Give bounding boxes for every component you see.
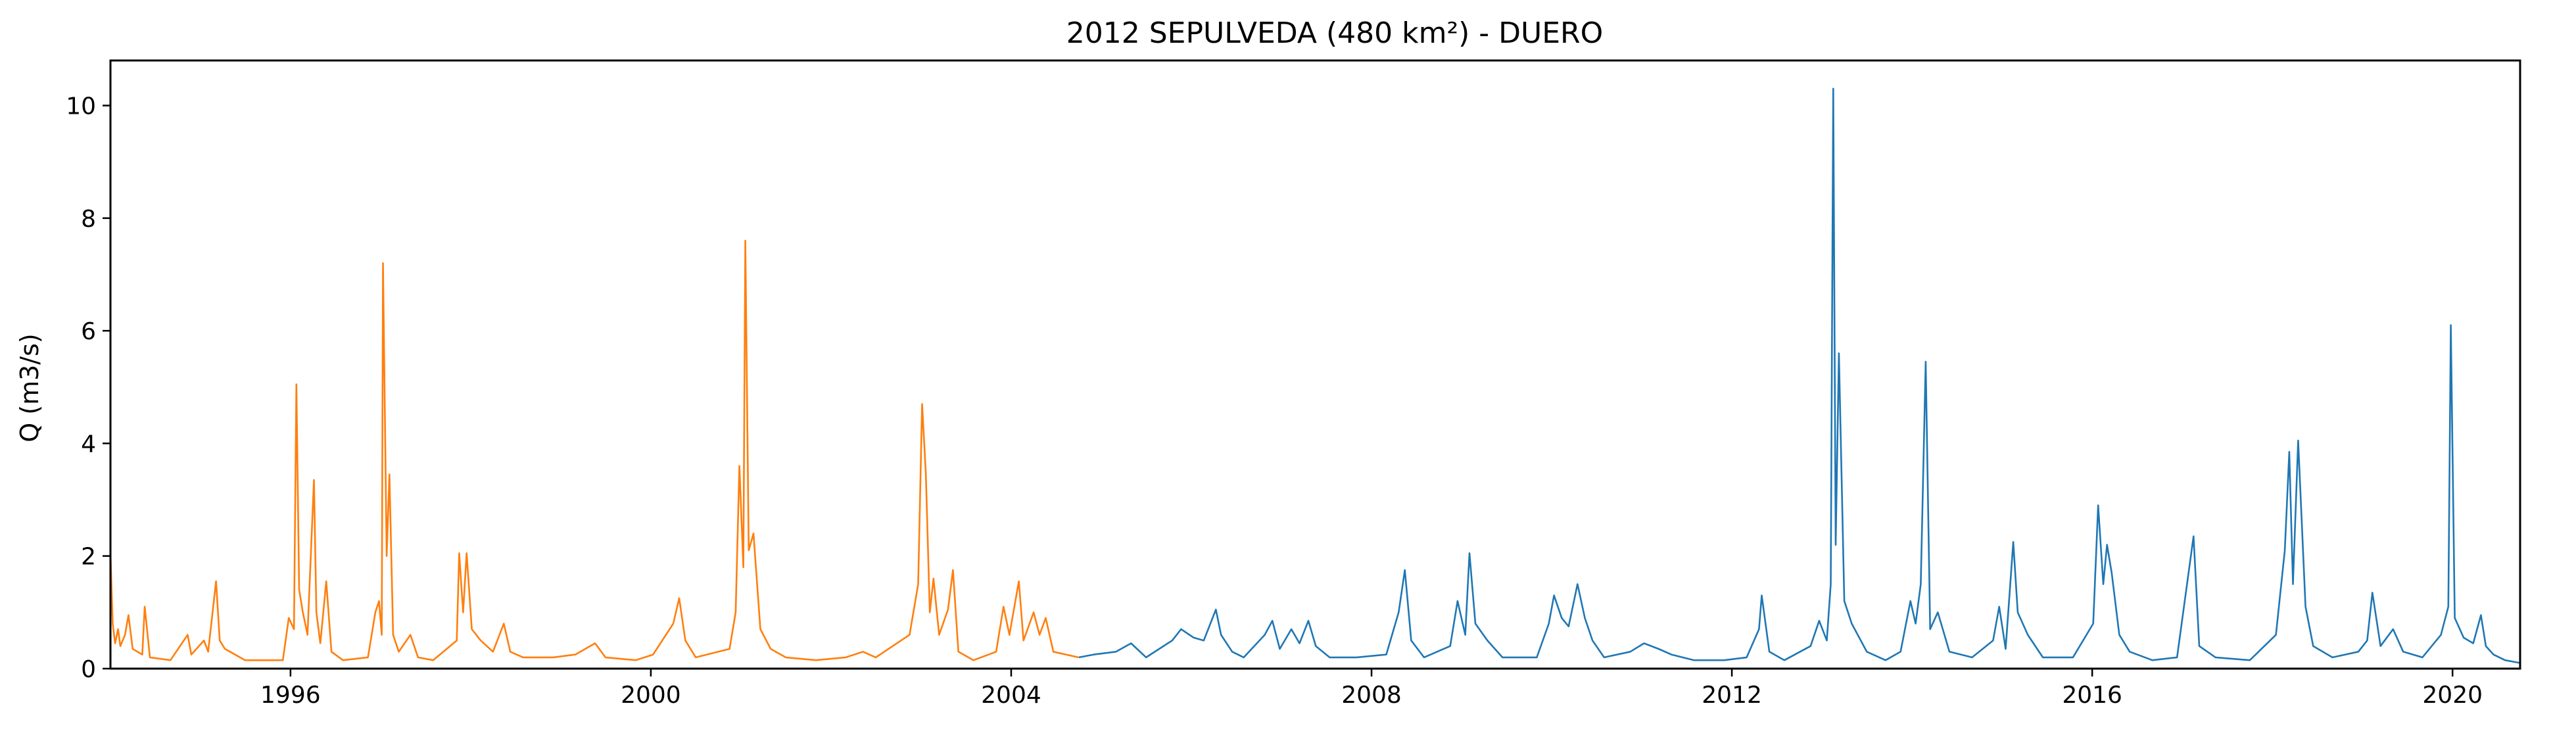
x-tick-label: 2016 [2062,682,2122,709]
series-line-2 [1078,87,2521,664]
y-axis-label: Q (m3/s) [15,333,44,442]
y-axis: 0 2 4 6 8 10 [66,93,110,683]
y-tick-label: 8 [81,206,96,233]
x-tick-label: 2012 [1702,682,1762,709]
y-tick-label: 4 [81,431,96,458]
y-tick-label: 2 [81,544,96,571]
x-axis: 1996 2000 2004 2008 2012 2016 2020 [260,669,2483,709]
y-tick-label: 10 [66,93,96,120]
x-tick-label: 2004 [981,682,1041,709]
x-tick-label: 2008 [1341,682,1402,709]
y-tick-label: 0 [81,656,96,683]
series-line-1 [109,239,1079,661]
y-tick-label: 6 [81,318,96,345]
x-tick-label: 2020 [2422,682,2483,709]
axes-frame [109,59,2521,670]
chart-title: 2012 SEPULVEDA (480 km²) - DUERO [1066,16,1603,50]
plot-area [109,87,2521,664]
x-tick-label: 2000 [621,682,681,709]
x-tick-label: 1996 [260,682,321,709]
